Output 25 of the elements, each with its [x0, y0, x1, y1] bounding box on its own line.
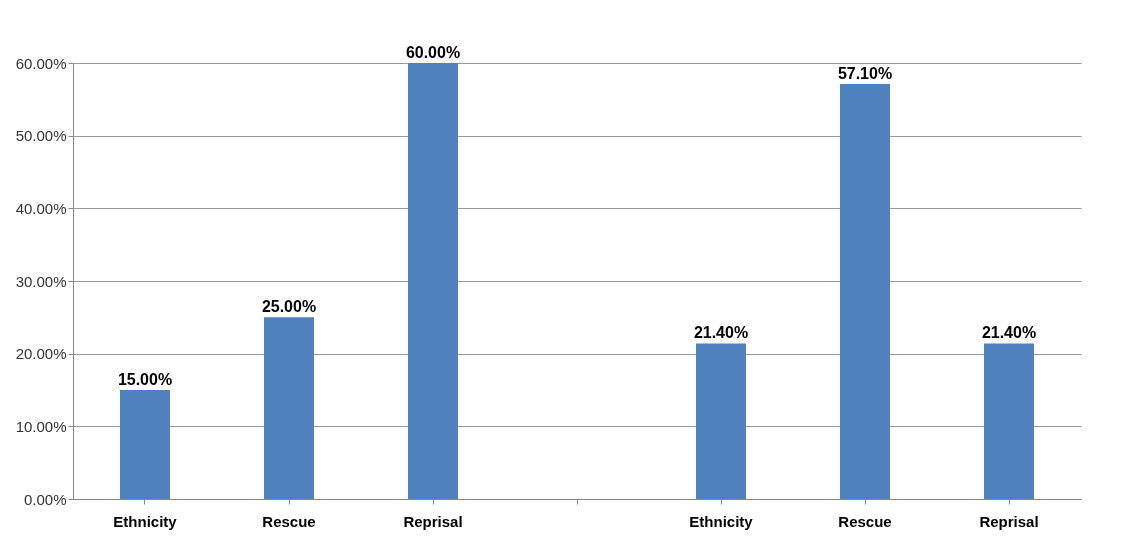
y-tick-label: 0.00% [23, 490, 67, 508]
bar [408, 63, 458, 499]
data-label: 21.40% [693, 324, 749, 342]
y-tick-label: 40.00% [15, 199, 67, 217]
bar [120, 390, 170, 499]
data-label: 15.00% [117, 371, 173, 388]
bar [264, 317, 314, 499]
data-label: 60.00% [405, 44, 461, 61]
y-tick-label: 60.00% [15, 54, 67, 72]
data-label: 25.00% [261, 298, 317, 316]
y-tick-label: 30.00% [15, 272, 67, 290]
bar [696, 343, 746, 499]
data-label: 21.40% [981, 324, 1037, 342]
x-tick-label: Reprisal [979, 512, 1039, 530]
y-tick-label: 20.00% [15, 345, 67, 363]
y-tick-label: 10.00% [15, 417, 67, 435]
bar [984, 343, 1034, 499]
bar [840, 84, 890, 499]
y-tick-label: 50.00% [15, 127, 67, 145]
x-tick-label: Reprisal [403, 512, 463, 530]
x-tick-label: Rescue [838, 512, 892, 530]
x-tick-label: Rescue [262, 512, 316, 530]
x-tick-label: Ethnicity [689, 512, 754, 530]
data-label: 57.10% [837, 65, 893, 83]
x-tick-label: Ethnicity [113, 512, 178, 530]
